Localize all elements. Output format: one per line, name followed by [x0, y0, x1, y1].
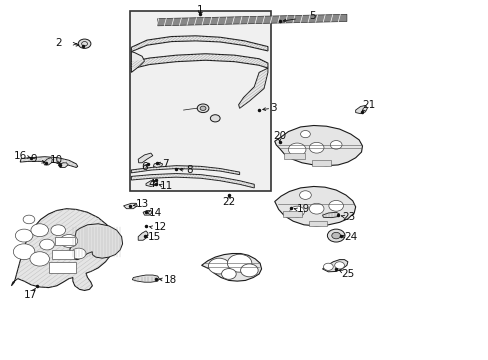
Polygon shape — [131, 51, 144, 72]
Circle shape — [227, 254, 251, 272]
Text: 5: 5 — [309, 11, 315, 21]
Text: 19: 19 — [296, 204, 309, 215]
Text: 15: 15 — [147, 232, 161, 242]
Polygon shape — [20, 157, 78, 167]
Circle shape — [221, 269, 236, 279]
Polygon shape — [143, 211, 152, 215]
Circle shape — [15, 229, 33, 242]
Polygon shape — [131, 36, 267, 51]
Polygon shape — [123, 203, 137, 209]
Bar — [55, 237, 75, 245]
Text: 16: 16 — [14, 150, 27, 161]
Text: 24: 24 — [344, 232, 357, 242]
Text: 11: 11 — [160, 181, 173, 192]
Circle shape — [78, 39, 91, 48]
Circle shape — [331, 232, 340, 239]
Polygon shape — [238, 68, 267, 108]
Bar — [49, 262, 76, 273]
Circle shape — [299, 191, 311, 199]
Circle shape — [200, 106, 205, 111]
Circle shape — [210, 115, 220, 122]
Polygon shape — [131, 166, 239, 175]
Bar — [282, 211, 302, 217]
Bar — [130, 12, 271, 191]
Polygon shape — [322, 260, 347, 272]
Bar — [308, 221, 327, 226]
Circle shape — [31, 224, 48, 237]
Circle shape — [71, 248, 86, 259]
Circle shape — [208, 258, 229, 274]
Circle shape — [300, 131, 310, 138]
Polygon shape — [274, 126, 362, 166]
Polygon shape — [138, 231, 148, 240]
Text: 3: 3 — [270, 103, 277, 113]
Bar — [52, 250, 74, 259]
Polygon shape — [58, 163, 68, 167]
Polygon shape — [274, 186, 355, 226]
Text: 18: 18 — [163, 275, 177, 285]
Text: 23: 23 — [342, 212, 355, 221]
Polygon shape — [43, 158, 52, 165]
Text: 10: 10 — [50, 155, 63, 165]
Polygon shape — [355, 105, 366, 114]
Circle shape — [60, 234, 78, 247]
Polygon shape — [322, 212, 339, 218]
Bar — [283, 153, 305, 159]
Circle shape — [197, 104, 208, 113]
Polygon shape — [132, 275, 159, 282]
Circle shape — [40, 239, 54, 250]
Circle shape — [289, 206, 304, 217]
Text: 21: 21 — [362, 100, 375, 111]
Text: 20: 20 — [272, 131, 285, 141]
Circle shape — [30, 252, 49, 266]
Text: 4: 4 — [148, 179, 155, 189]
Polygon shape — [146, 181, 158, 186]
Text: 7: 7 — [162, 159, 168, 169]
Text: 25: 25 — [341, 269, 354, 279]
Text: 14: 14 — [149, 208, 162, 218]
Text: 2: 2 — [55, 38, 61, 48]
Text: 22: 22 — [222, 197, 235, 207]
Polygon shape — [131, 54, 267, 69]
Polygon shape — [158, 14, 346, 26]
Text: 13: 13 — [135, 199, 148, 210]
Circle shape — [23, 215, 35, 224]
Text: 1: 1 — [196, 5, 203, 15]
Text: 6: 6 — [141, 162, 147, 172]
Circle shape — [328, 201, 343, 211]
Circle shape — [309, 142, 324, 153]
Polygon shape — [131, 174, 254, 188]
Circle shape — [334, 262, 344, 269]
Circle shape — [13, 244, 35, 260]
Polygon shape — [153, 163, 162, 167]
Circle shape — [309, 203, 324, 214]
Circle shape — [323, 263, 332, 270]
Circle shape — [327, 229, 344, 242]
Polygon shape — [138, 153, 153, 163]
Text: 12: 12 — [154, 222, 167, 232]
Bar — [311, 160, 330, 166]
Polygon shape — [11, 209, 114, 291]
Circle shape — [330, 140, 341, 149]
Circle shape — [240, 264, 258, 277]
Polygon shape — [70, 224, 122, 260]
Circle shape — [288, 143, 305, 156]
Circle shape — [51, 225, 65, 235]
Text: 17: 17 — [24, 291, 38, 301]
Text: 8: 8 — [186, 165, 193, 175]
Text: 9: 9 — [30, 154, 37, 164]
Polygon shape — [201, 253, 261, 281]
